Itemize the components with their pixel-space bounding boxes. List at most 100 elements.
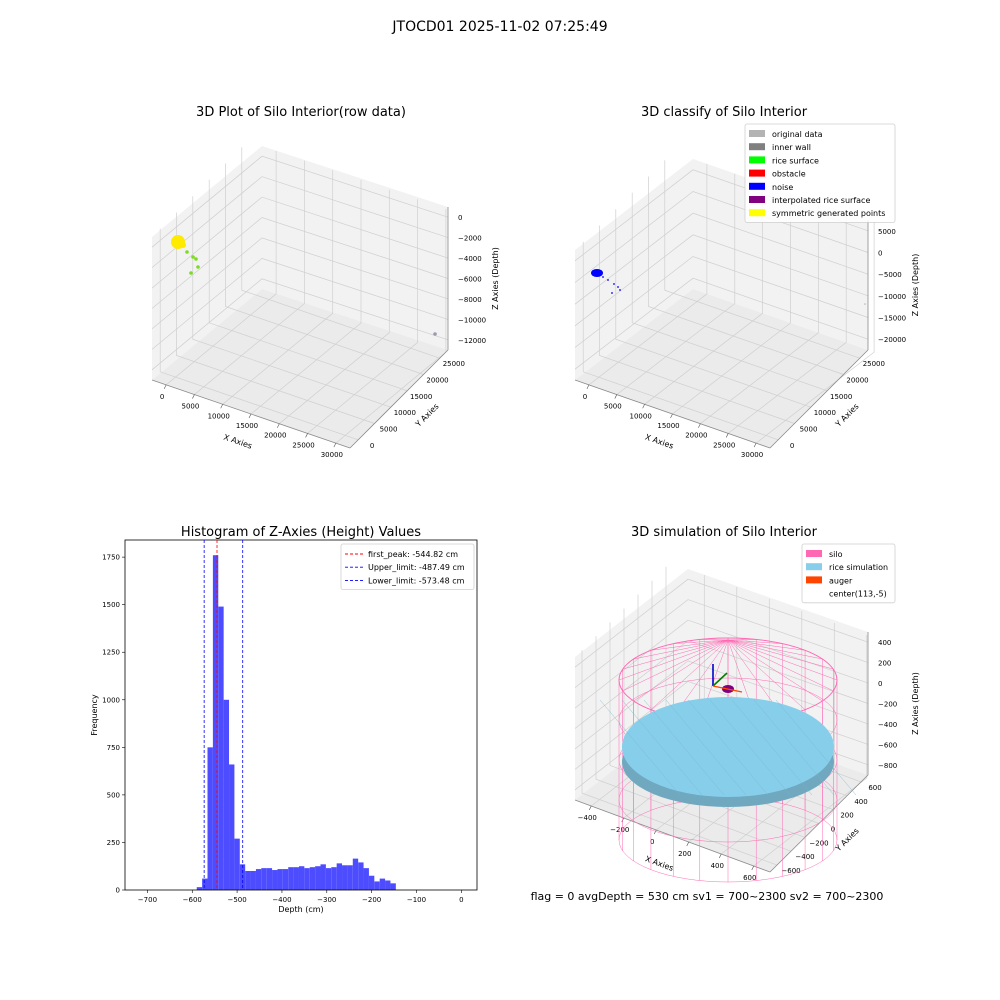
- data-point-green: [185, 250, 189, 254]
- histogram-bar: [196, 887, 203, 890]
- legend-frame: [744, 123, 896, 223]
- gridline-y: [615, 209, 811, 408]
- x-tick: [220, 404, 223, 409]
- histogram-bar: [218, 606, 224, 890]
- legend-label: silo: [829, 550, 843, 559]
- y-tick-label: 5000: [380, 426, 398, 434]
- z-tick-label: 400: [878, 639, 891, 647]
- histogram-bar: [277, 869, 283, 890]
- silo-roof-line: [727, 639, 823, 660]
- gridline-x: [644, 183, 763, 405]
- gridline-x: [672, 193, 791, 415]
- y-axis-label: Frequency: [90, 694, 99, 736]
- panel-title: 3D simulation of Silo Interior: [631, 525, 818, 540]
- silo-roof-line: [650, 639, 729, 710]
- histogram-bar: [347, 865, 353, 890]
- x-tick-label: 5000: [182, 403, 200, 411]
- histogram-bar: [202, 878, 208, 890]
- x-tick: [653, 829, 657, 835]
- silo-roof-line: [727, 639, 823, 702]
- gridline-z: [574, 277, 869, 370]
- gridline-z: [574, 234, 869, 327]
- gridline-x: [616, 173, 736, 395]
- x-tick-label: 0: [160, 393, 164, 401]
- gridline-z: [151, 258, 449, 350]
- gridline-z: [151, 176, 449, 268]
- x-tick-label: −600: [183, 896, 202, 904]
- x-tick-label: −100: [407, 896, 426, 904]
- legend-label: obstacle: [772, 170, 806, 179]
- silo-roof-line: [633, 639, 729, 702]
- noise-cluster: [591, 269, 603, 277]
- y-tick-label: 0: [370, 442, 374, 450]
- y-tick-label: 25000: [443, 360, 465, 368]
- gridline-z: [574, 256, 869, 348]
- plot-frame: [124, 539, 478, 891]
- y-tick-label: 1750: [102, 554, 120, 562]
- legend-swatch: [806, 550, 822, 557]
- gridline-x: [588, 163, 708, 386]
- y-tick-label: 600: [868, 784, 881, 792]
- silo-roof-line: [727, 639, 806, 710]
- x-axis-label: X Axies: [644, 854, 675, 873]
- histogram-bar: [261, 868, 267, 890]
- legend-label: rice simulation: [829, 563, 888, 572]
- gridline-z: [574, 212, 869, 305]
- histogram-bar: [325, 868, 332, 890]
- histogram-bar: [207, 747, 213, 890]
- z-tick-label: −200: [878, 701, 897, 709]
- gridline-x: [165, 150, 277, 386]
- histogram-bar: [315, 866, 321, 890]
- z-tick-label: 0: [878, 680, 882, 688]
- x-tick-label: 15000: [236, 422, 258, 430]
- histogram-bar: [293, 867, 299, 890]
- histogram-bar: [390, 883, 396, 890]
- y-axis-label: Y Axies: [413, 402, 441, 430]
- x-tick: [248, 413, 252, 419]
- noise-point: [617, 286, 619, 288]
- histogram-bar: [229, 764, 235, 890]
- y-tick-label: 15000: [410, 393, 432, 401]
- histogram-bar: [320, 864, 326, 890]
- gridline-z: [574, 660, 869, 750]
- gridline-y: [192, 196, 391, 408]
- x-axis-line: [574, 799, 771, 873]
- y-tick-label: 25000: [863, 360, 885, 368]
- rice-mesh-line: [775, 699, 857, 796]
- silo-roof-line: [650, 639, 729, 651]
- gridline-z: [151, 196, 449, 289]
- y-tick-label: 0: [831, 826, 835, 834]
- z-tick-label: −20000: [878, 336, 906, 344]
- status-line: flag = 0 avgDepth = 530 cm sv1 = 700~230…: [531, 890, 884, 903]
- x-tick-label: 30000: [321, 451, 343, 459]
- z-tick-label: 5000: [878, 228, 896, 236]
- legend-swatch: [806, 563, 822, 571]
- z-tick-label: −800: [878, 762, 897, 770]
- y-tick-label: 10000: [394, 409, 416, 417]
- legend-label: first_peak: -544.82 cm: [368, 550, 458, 559]
- silo-roof-line: [727, 639, 757, 641]
- gridline-x: [727, 212, 847, 434]
- panel-histogram: Histogram of Z-Axies (Height) Values −70…: [90, 525, 478, 914]
- x-axis-label: Depth (cm): [278, 905, 323, 914]
- rice-mesh-line: [643, 699, 725, 796]
- x-tick-label: −700: [138, 896, 157, 904]
- auger-axis-x: [712, 685, 743, 693]
- x-tick-label: 20000: [264, 432, 286, 440]
- y-tick-label: 0: [790, 442, 794, 450]
- legend-swatch: [749, 143, 765, 151]
- rice-surface: [622, 697, 834, 797]
- gridline-x: [700, 202, 819, 424]
- histogram-bar: [352, 858, 359, 890]
- data-point-green: [191, 255, 195, 259]
- noise-point: [602, 276, 604, 278]
- gridline-y: [159, 228, 359, 441]
- histogram-bar: [368, 875, 375, 890]
- auger-axis-y: [712, 672, 728, 687]
- z-tick-label: 0: [878, 250, 882, 258]
- x-tick-label: 20000: [685, 432, 707, 440]
- z-tick-label: −400: [878, 721, 897, 729]
- x-tick-label: −200: [362, 896, 381, 904]
- gridline-y: [631, 192, 828, 392]
- legend-frame: [801, 543, 896, 604]
